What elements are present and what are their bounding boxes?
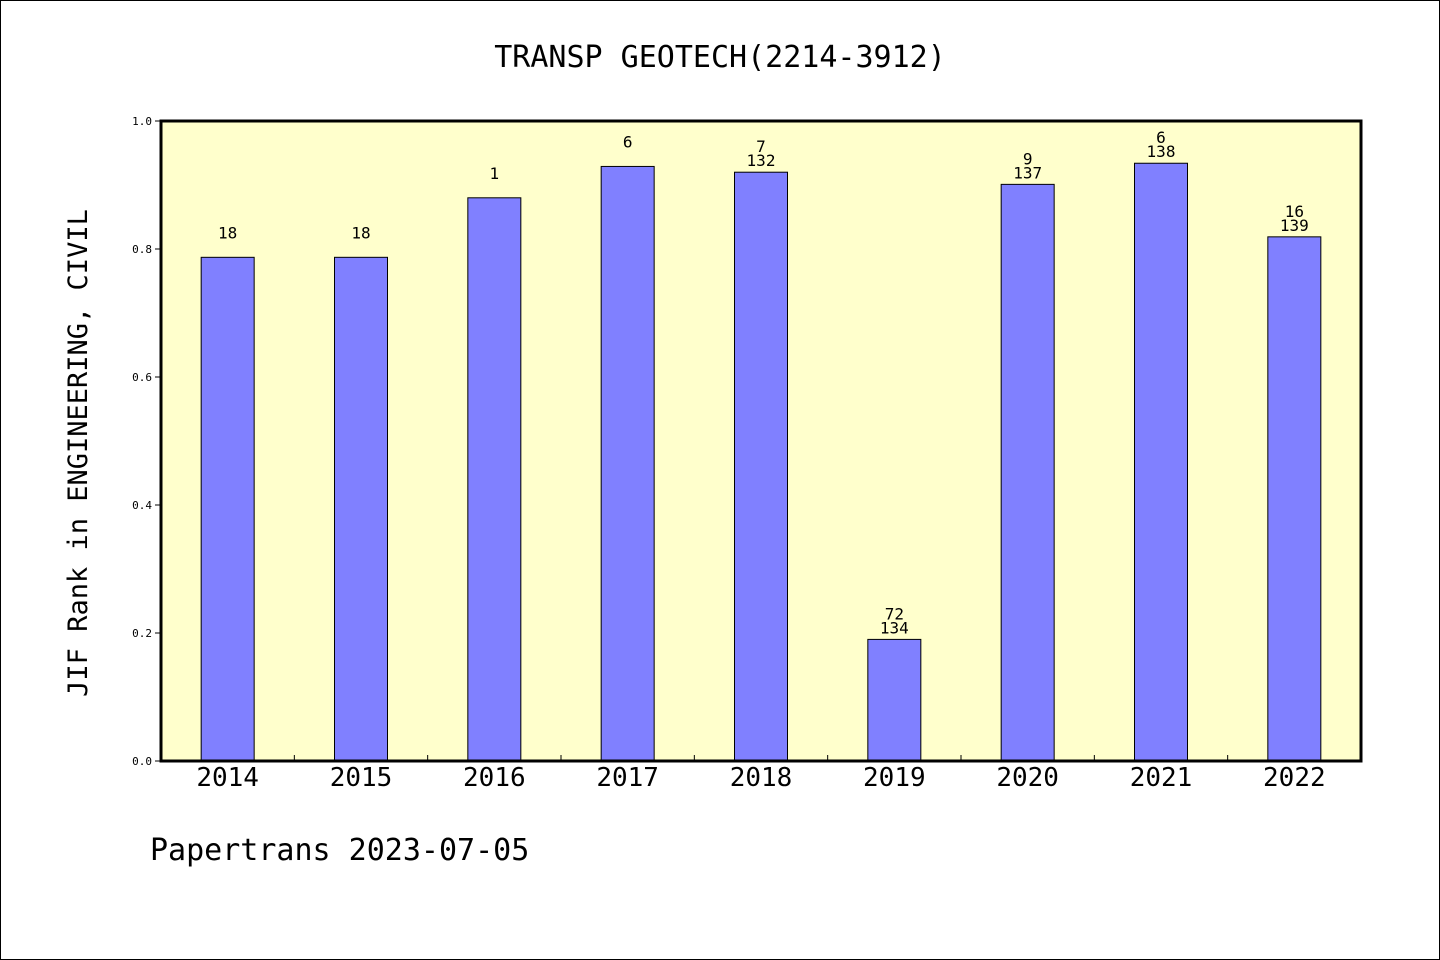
chart-title: TRANSP GEOTECH(2214-3912)	[494, 40, 946, 75]
y-tick-label: 0.8	[132, 243, 152, 256]
bar-total-label: 134	[880, 618, 909, 637]
bar-total-label: 139	[1280, 216, 1309, 235]
footer-text: Papertrans 2023-07-05	[150, 833, 530, 868]
x-tick-label: 2020	[996, 763, 1059, 793]
bar-rank-label: 72	[885, 604, 904, 623]
bar-rank-label: 18	[351, 223, 370, 242]
x-tick-label: 2015	[330, 763, 393, 793]
bar-total-label: 132	[747, 151, 776, 170]
x-tick-label: 2022	[1263, 763, 1326, 793]
x-tick-label: 2014	[196, 763, 259, 793]
bar-rank-label: 9	[1023, 149, 1033, 168]
y-tick-label: 1.0	[132, 115, 152, 128]
y-tick-label: 0.4	[132, 499, 152, 512]
bar-rank-label: 1	[490, 164, 500, 183]
x-tick-label: 2018	[730, 763, 793, 793]
bar	[467, 197, 522, 762]
bar	[334, 256, 388, 762]
x-tick-label: 2017	[596, 763, 659, 793]
bar	[867, 638, 922, 762]
y-tick-label: 0.0	[132, 755, 152, 768]
x-tick-label: 2021	[1130, 763, 1193, 793]
bar-rank-label: 6	[623, 132, 633, 151]
bar-rank-label: 7	[756, 137, 766, 156]
bar	[734, 171, 788, 762]
bar	[200, 256, 255, 762]
bar	[1000, 183, 1055, 762]
bar-rank-label: 16	[1285, 202, 1304, 221]
x-tick-label: 2016	[463, 763, 526, 793]
plot-border	[159, 119, 1363, 763]
bar	[600, 165, 655, 762]
bar	[1267, 236, 1322, 762]
y-axis-label: JIF Rank in ENGINEERING, CIVIL	[63, 209, 94, 697]
y-tick-label: 0.6	[132, 371, 152, 384]
bar	[1134, 162, 1188, 762]
y-tick-label: 0.2	[132, 627, 152, 640]
bar-rank-label: 6	[1156, 128, 1166, 147]
bar-rank-label: 18	[218, 223, 237, 242]
bar-total-label: 138	[1147, 142, 1176, 161]
bar-total-label: 137	[1013, 163, 1042, 182]
x-tick-label: 2019	[863, 763, 926, 793]
